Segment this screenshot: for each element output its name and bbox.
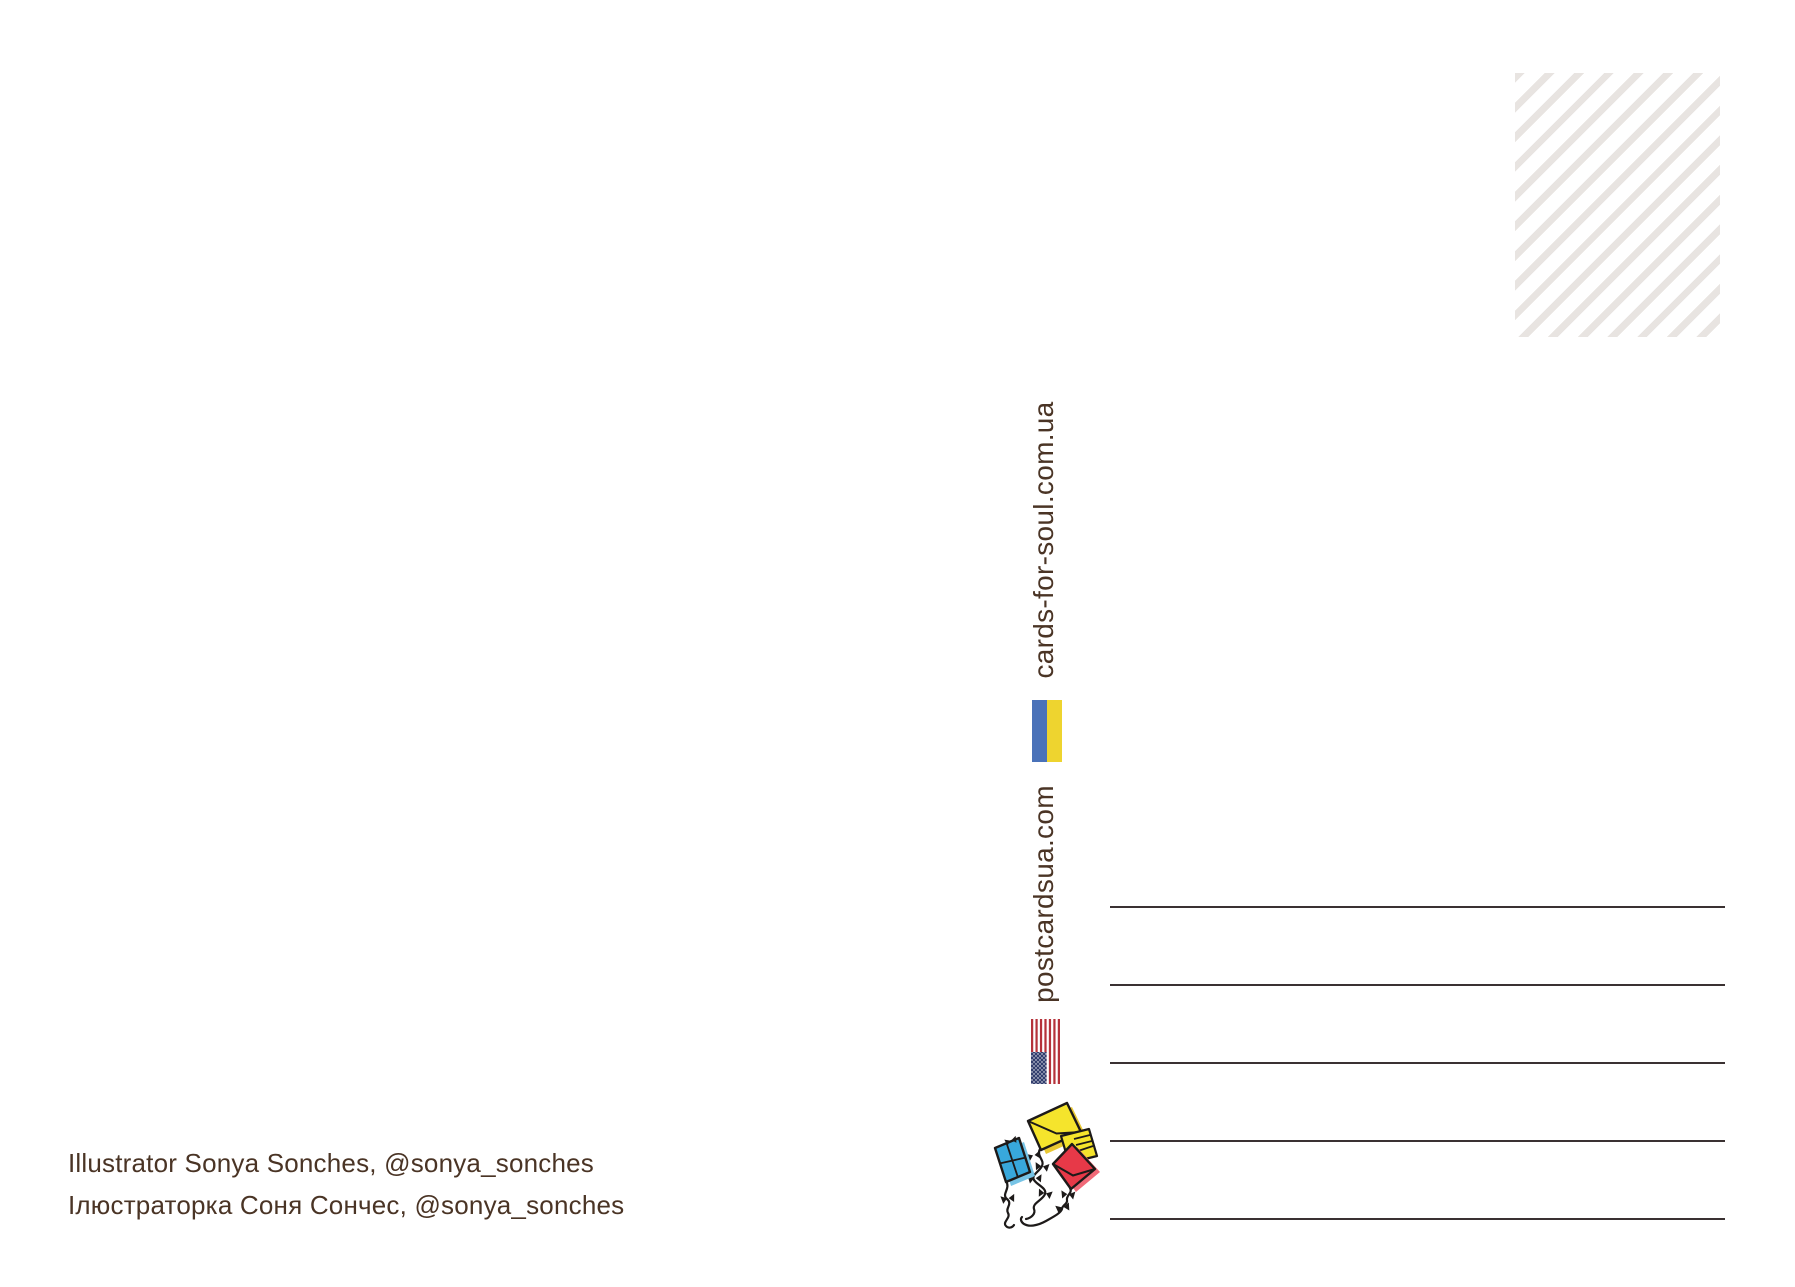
ukraine-flag-icon (1032, 700, 1062, 762)
illustrator-credits: Illustrator Sonya Sonches, @sonya_sonche… (68, 1142, 624, 1226)
address-line (1110, 1218, 1725, 1220)
website-secondary-text: postcardsua.com (1028, 785, 1059, 1003)
blue-gift-kite (993, 1135, 1035, 1186)
website-primary-text: cards-for-soul.com.ua (1028, 401, 1059, 679)
address-line (1110, 906, 1725, 908)
stamp-placeholder-icon (1515, 73, 1720, 337)
envelope-kites-illustration-icon (993, 1101, 1100, 1229)
red-envelope-kite (1051, 1127, 1100, 1192)
address-line (1110, 984, 1725, 986)
address-lines (1110, 906, 1725, 1221)
credit-line-english: Illustrator Sonya Sonches, @sonya_sonche… (68, 1148, 594, 1178)
address-line (1110, 1062, 1725, 1064)
credit-line-ukrainian: Ілюстраторка Соня Сончес, @sonya_sonches (68, 1190, 625, 1220)
address-line (1110, 1140, 1725, 1142)
usa-flag-icon (1031, 1019, 1060, 1084)
